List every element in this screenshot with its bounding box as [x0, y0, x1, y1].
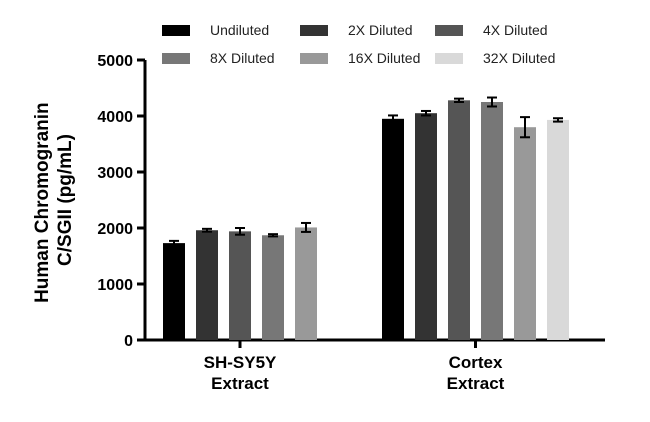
- y-tick-label: 3000: [97, 165, 133, 182]
- x-axis: SH-SY5Y Extract Cortex Extract: [143, 338, 605, 393]
- x-category-label: SH-SY5Y Extract: [204, 353, 277, 393]
- legend-label: 4X Diluted: [483, 22, 548, 38]
- y-axis-title-line-1: Human Chromogranin: [32, 102, 53, 303]
- x-category-label-line: SH-SY5Y: [204, 353, 277, 372]
- y-tick-label: 0: [124, 333, 133, 350]
- bar: [295, 227, 317, 340]
- legend-label: 32X Diluted: [483, 50, 555, 66]
- legend-swatch: [162, 25, 190, 36]
- y-tick-label: 4000: [97, 109, 133, 126]
- bar: [547, 119, 569, 340]
- legend-swatch: [162, 53, 190, 64]
- y-axis-title: Human Chromogranin C/SGII (pg/mL): [32, 97, 76, 303]
- x-category-label-line: Cortex: [449, 353, 503, 372]
- bar: [196, 230, 218, 340]
- legend-label: 2X Diluted: [348, 22, 413, 38]
- legend-label: 8X Diluted: [210, 50, 275, 66]
- bar: [514, 127, 536, 340]
- bar: [415, 113, 437, 340]
- legend-swatch: [300, 53, 328, 64]
- legend-swatch: [300, 25, 328, 36]
- bar: [448, 100, 470, 340]
- y-axis: 0 1000 2000 3000 4000 5000: [97, 53, 147, 350]
- legend-label: 16X Diluted: [348, 50, 420, 66]
- legend-swatch: [435, 53, 463, 64]
- bars: [163, 96, 569, 340]
- bar: [382, 118, 404, 340]
- x-category-label-line: Extract: [447, 374, 505, 393]
- y-axis-title-line-2: C/SGII (pg/mL): [55, 134, 76, 266]
- y-tick-label: 5000: [97, 53, 133, 70]
- x-category-label-line: Extract: [211, 374, 269, 393]
- bar: [229, 231, 251, 340]
- y-tick-label: 2000: [97, 221, 133, 238]
- legend-swatch: [435, 25, 463, 36]
- bar: [481, 102, 503, 340]
- legend: Undiluted 2X Diluted 4X Diluted 8X Diluted 1…: [162, 22, 555, 66]
- bar: [262, 235, 284, 340]
- y-tick-label: 1000: [97, 277, 133, 294]
- legend-label: Undiluted: [210, 22, 269, 38]
- bar: [163, 243, 185, 340]
- x-category-label: Cortex Extract: [447, 353, 505, 393]
